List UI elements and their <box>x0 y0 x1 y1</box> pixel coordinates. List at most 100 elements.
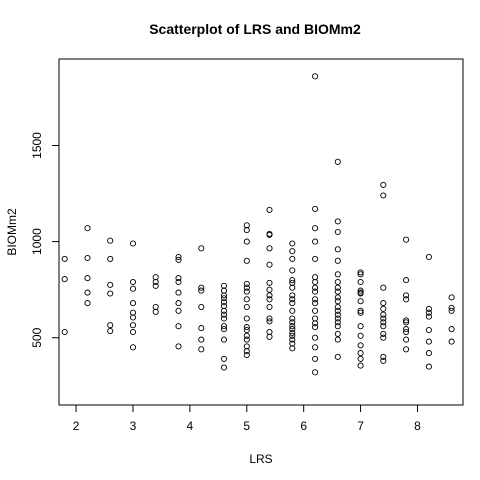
data-point <box>312 320 319 327</box>
data-point <box>357 298 364 305</box>
data-point <box>403 296 410 303</box>
data-point <box>334 284 341 291</box>
data-point <box>425 363 432 370</box>
data-point <box>61 276 68 283</box>
data-point <box>266 245 273 252</box>
data-point <box>312 300 319 307</box>
data-point <box>220 323 228 330</box>
plot-frame <box>58 58 464 406</box>
data-point <box>266 292 273 299</box>
data-point <box>243 326 250 334</box>
data-point <box>266 318 273 325</box>
data-point <box>198 303 205 311</box>
x-axis: 2 3 4 5 6 7 8 <box>73 404 421 433</box>
data-point <box>243 238 250 245</box>
data-point <box>152 278 159 286</box>
x-tick-label: 7 <box>357 419 364 433</box>
data-point <box>403 317 410 324</box>
data-point <box>403 236 410 243</box>
data-point <box>198 325 205 332</box>
data-point <box>266 279 273 286</box>
data-point <box>334 315 341 322</box>
data-point <box>175 343 182 350</box>
data-point <box>289 255 296 262</box>
data-point <box>220 307 228 314</box>
data-point <box>266 315 273 322</box>
data-point <box>334 353 341 360</box>
data-point <box>312 369 319 376</box>
data-point <box>266 261 273 268</box>
x-tick-label: 3 <box>130 419 137 433</box>
data-point <box>243 332 250 339</box>
data-point <box>61 255 68 262</box>
x-tick-label: 8 <box>414 419 421 433</box>
y-tick-label: 1000 <box>30 228 44 255</box>
data-point <box>312 288 319 295</box>
data-point <box>334 218 341 225</box>
data-point <box>129 285 137 292</box>
data-point <box>289 248 296 255</box>
data-point <box>243 348 250 355</box>
x-tick-label: 2 <box>73 419 80 433</box>
data-point <box>289 284 296 291</box>
data-point <box>312 307 319 314</box>
data-point <box>312 255 319 262</box>
data-point <box>175 323 182 330</box>
data-point <box>448 307 455 314</box>
data-point <box>243 324 250 331</box>
data-point <box>198 284 205 291</box>
data-point <box>266 286 273 293</box>
data-point <box>289 307 296 314</box>
data-point <box>175 275 182 282</box>
data-point <box>403 346 410 353</box>
data-point <box>312 225 319 232</box>
data-point <box>175 289 182 296</box>
data-point <box>425 305 432 312</box>
data-point <box>289 323 296 330</box>
data-point <box>334 323 341 330</box>
data-point <box>448 338 455 345</box>
data-point <box>403 326 410 333</box>
data-point <box>425 338 432 345</box>
data-point <box>380 192 387 199</box>
data-point <box>289 292 296 299</box>
data-point <box>289 267 296 274</box>
data-point <box>357 332 364 339</box>
data-point <box>380 357 387 364</box>
data-point <box>380 319 387 326</box>
data-point <box>107 281 114 288</box>
data-point <box>289 329 296 336</box>
data-point <box>243 336 250 343</box>
data-point <box>266 206 273 213</box>
data-point <box>312 344 319 351</box>
data-point <box>357 342 364 349</box>
x-tick-label: 6 <box>300 419 307 433</box>
data-point <box>220 336 228 343</box>
data-point <box>84 275 91 282</box>
data-point <box>312 284 319 291</box>
data-point <box>380 284 387 291</box>
data-point <box>107 255 114 262</box>
chart-title: Scatterplot of LRS and BIOMm2 <box>149 21 361 37</box>
data-point <box>357 355 364 362</box>
data-point <box>380 334 387 341</box>
data-point <box>84 289 91 296</box>
data-point <box>175 307 182 314</box>
data-point <box>357 362 364 369</box>
data-point <box>334 288 341 295</box>
data-point <box>198 287 205 294</box>
y-tick-label: 500 <box>30 327 44 347</box>
data-point <box>84 225 91 232</box>
data-point <box>175 278 182 286</box>
data-point <box>175 256 182 263</box>
data-point <box>312 278 319 286</box>
data-point <box>243 351 250 359</box>
data-point <box>312 238 319 245</box>
y-axis-title: BIOMm2 <box>5 208 19 256</box>
data-point <box>380 300 387 307</box>
data-point <box>380 353 387 360</box>
data-point <box>334 271 341 278</box>
data-point <box>334 158 341 165</box>
data-point <box>403 319 410 326</box>
